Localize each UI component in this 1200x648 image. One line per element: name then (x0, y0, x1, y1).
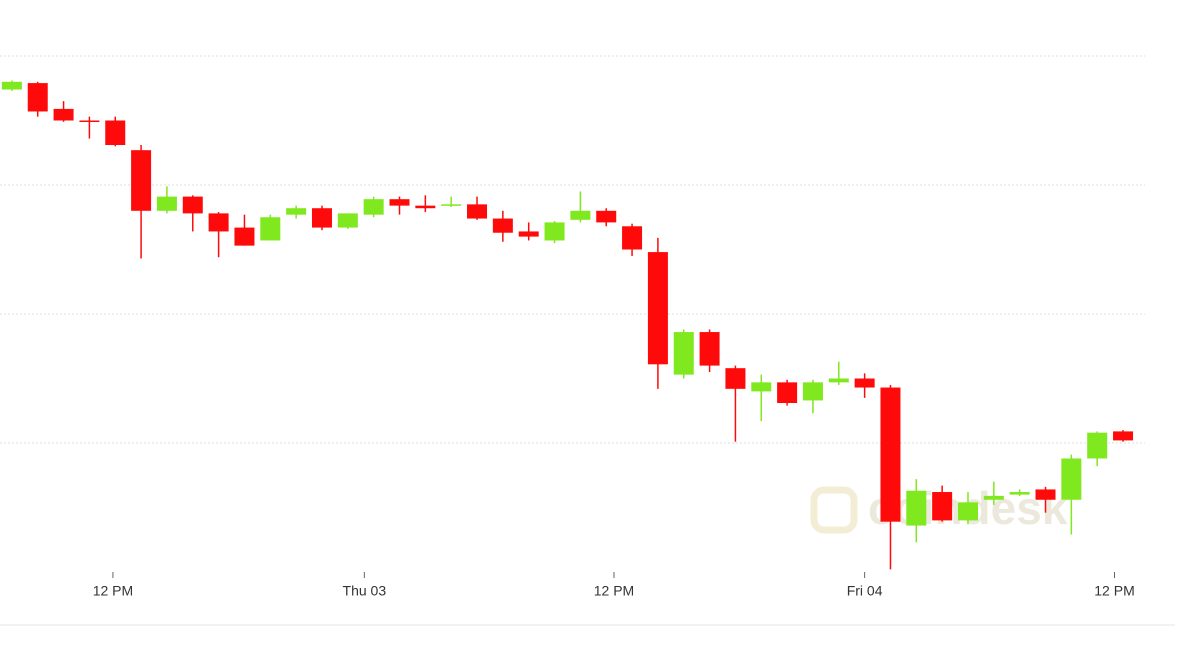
candle-body (957, 502, 978, 521)
candle-body (53, 108, 74, 121)
candle-body (1, 81, 22, 90)
candle-body (311, 208, 332, 228)
candle-body (1113, 431, 1134, 441)
candle-body (79, 120, 100, 122)
candle-body (1061, 458, 1082, 500)
x-tick-label: Thu 03 (343, 583, 387, 599)
x-tick-label: 12 PM (1094, 583, 1134, 599)
candle-body (777, 382, 798, 404)
candle-body (415, 205, 436, 209)
candle-body (828, 378, 849, 383)
candle-body (570, 210, 591, 220)
candle-body (337, 213, 358, 228)
candle-body (389, 199, 410, 206)
candle-body (1009, 492, 1030, 495)
candle-body (518, 231, 539, 237)
watermark-logo (810, 486, 858, 534)
candle-body (260, 217, 281, 241)
candle-body (156, 196, 177, 211)
candle-body (1035, 489, 1056, 500)
candle-body (234, 227, 255, 246)
candle-body (105, 120, 126, 146)
candle-body (880, 387, 901, 522)
candle-body (467, 204, 488, 219)
candle-body (983, 495, 1004, 500)
candle-body (725, 368, 746, 389)
candle-body (1087, 432, 1108, 459)
candle-body (932, 492, 953, 521)
candle-body (906, 490, 927, 526)
candle-body (596, 210, 617, 223)
candle-body (622, 226, 643, 250)
candle-body (647, 252, 668, 365)
candle-body (854, 378, 875, 388)
candle-body (131, 150, 152, 211)
candle-body (699, 332, 720, 366)
candle-body (673, 332, 694, 375)
candle-body (441, 204, 462, 206)
candle-body (492, 218, 513, 233)
x-tick-label: 12 PM (594, 583, 634, 599)
candle-body (27, 83, 48, 112)
candle-body (363, 199, 384, 215)
candle-body (208, 213, 229, 232)
candle-body (182, 196, 203, 214)
candle-body (286, 208, 307, 215)
x-tick-label: 12 PM (93, 583, 133, 599)
candle-body (544, 222, 565, 241)
candle-body (751, 382, 772, 392)
candle-body (802, 382, 823, 401)
x-tick-label: Fri 04 (847, 583, 883, 599)
